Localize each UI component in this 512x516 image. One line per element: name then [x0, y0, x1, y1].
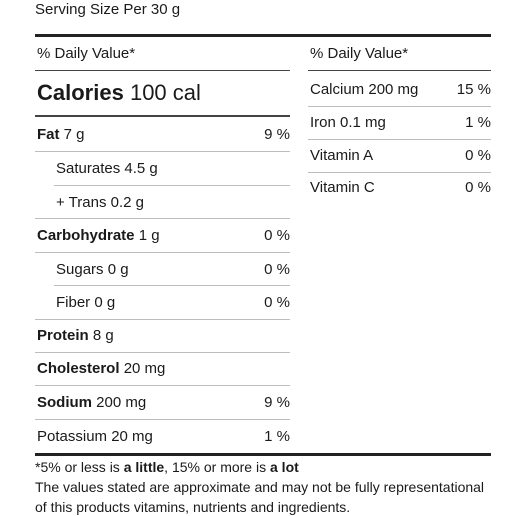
cholesterol-amount: 20 mg: [123, 360, 166, 377]
iron-amount: 0.1 mg: [340, 114, 386, 131]
cholesterol-label: Cholesterol: [37, 360, 120, 377]
header-underline-left: [35, 70, 290, 71]
calories-value: 100 cal: [129, 80, 201, 105]
divider: [35, 319, 290, 320]
sugars-pct: 0 %: [264, 261, 290, 278]
row-sodium: Sodium 200 mg 9 %: [37, 394, 290, 412]
calcium-amount: 200 mg: [368, 81, 419, 98]
vitamin-c-label: Vitamin C: [310, 179, 375, 196]
fiber-pct: 0 %: [264, 294, 290, 311]
divider: [35, 252, 290, 253]
footnote: *5% or less is a little, 15% or more is …: [35, 458, 299, 476]
divider: [35, 385, 290, 386]
divider: [308, 139, 491, 140]
row-fat: Fat 7 g 9 %: [37, 126, 290, 144]
carbohydrate-pct: 0 %: [264, 227, 290, 244]
calories-line: Calories 100 cal: [37, 80, 201, 106]
sodium-pct: 9 %: [264, 394, 290, 411]
top-divider: [35, 34, 491, 37]
sodium-label: Sodium: [37, 394, 92, 411]
daily-value-header-left: % Daily Value*: [37, 45, 136, 62]
iron-label: Iron: [310, 114, 336, 131]
row-sugars: Sugars 0 g 0 %: [56, 261, 290, 279]
footnote-lot: a lot: [270, 459, 299, 475]
sugars-label: Sugars: [56, 261, 104, 278]
trans-label: + Trans: [56, 194, 107, 211]
protein-amount: 8 g: [92, 327, 114, 344]
potassium-pct: 1 %: [264, 428, 290, 445]
row-trans: + Trans 0.2 g: [56, 194, 290, 212]
saturates-label: Saturates: [56, 160, 121, 177]
row-carbohydrate: Carbohydrate 1 g 0 %: [37, 227, 290, 245]
row-protein: Protein 8 g: [37, 327, 290, 345]
divider: [54, 285, 290, 286]
protein-label: Protein: [37, 327, 89, 344]
fat-label: Fat: [37, 126, 60, 143]
fat-pct: 9 %: [264, 126, 290, 143]
calories-divider: [35, 115, 290, 117]
divider: [35, 352, 290, 353]
row-vitamin-c: Vitamin C 0 %: [310, 179, 491, 197]
saturates-amount: 4.5 g: [124, 160, 158, 177]
divider: [308, 106, 491, 107]
divider: [308, 172, 491, 173]
disclaimer-line-1: The values stated are approximate and ma…: [35, 479, 485, 495]
header-underline-right: [308, 70, 491, 71]
vitamin-a-label: Vitamin A: [310, 147, 374, 164]
disclaimer-line-2: of this products vitamins, nutrients and…: [35, 499, 351, 515]
vitamin-c-pct: 0 %: [465, 179, 491, 196]
row-cholesterol: Cholesterol 20 mg: [37, 360, 290, 378]
footnote-little: a little: [123, 459, 165, 475]
sugars-amount: 0 g: [107, 261, 129, 278]
row-calcium: Calcium 200 mg 15 %: [310, 81, 491, 99]
fiber-label: Fiber: [56, 294, 91, 311]
footnote-middle: , 15% or more is: [164, 459, 270, 475]
divider: [35, 218, 290, 219]
row-fiber: Fiber 0 g 0 %: [56, 294, 290, 312]
calcium-label: Calcium: [310, 81, 365, 98]
daily-value-header-right: % Daily Value*: [310, 45, 409, 62]
iron-pct: 1 %: [465, 114, 491, 131]
calories-label: Calories: [37, 80, 124, 105]
row-vitamin-a: Vitamin A 0 %: [310, 147, 491, 165]
serving-size: Serving Size Per 30 g: [35, 1, 181, 18]
potassium-label: Potassium: [37, 428, 108, 445]
sodium-amount: 200 mg: [96, 394, 147, 411]
calcium-pct: 15 %: [456, 81, 491, 98]
vitamin-a-pct: 0 %: [465, 147, 491, 164]
row-saturates: Saturates 4.5 g: [56, 160, 290, 178]
fat-amount: 7 g: [63, 126, 85, 143]
footnote-prefix: *5% or less is: [35, 459, 124, 475]
row-potassium: Potassium 20 mg 1 %: [37, 428, 290, 446]
divider: [35, 419, 290, 420]
fiber-amount: 0 g: [94, 294, 116, 311]
row-iron: Iron 0.1 mg 1 %: [310, 114, 491, 132]
divider: [54, 185, 290, 186]
trans-amount: 0.2 g: [110, 194, 144, 211]
carbohydrate-amount: 1 g: [138, 227, 160, 244]
potassium-amount: 20 mg: [111, 428, 153, 445]
bottom-divider: [35, 453, 491, 456]
carbohydrate-label: Carbohydrate: [37, 227, 135, 244]
divider: [35, 151, 290, 152]
